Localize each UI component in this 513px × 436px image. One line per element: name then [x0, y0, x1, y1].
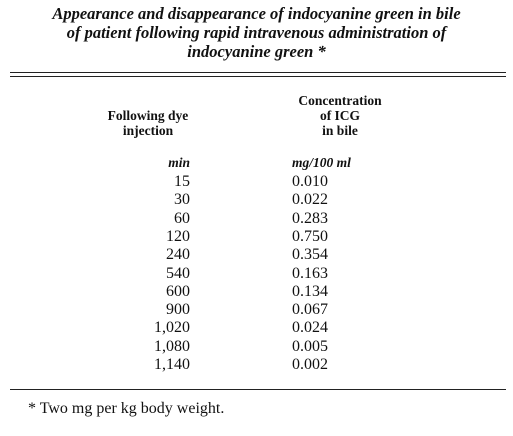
- cell: 0.163: [292, 264, 328, 282]
- cell: 0.283: [292, 209, 328, 227]
- title-line: Appearance and disappearance of indocyan…: [52, 4, 461, 23]
- unit: min: [168, 155, 190, 170]
- rule: [10, 76, 506, 77]
- cell: 240: [166, 246, 190, 264]
- cell: 0.750: [292, 227, 328, 245]
- cell: 0.022: [292, 191, 328, 209]
- rule: [10, 389, 506, 390]
- column-header: in bile: [322, 123, 358, 138]
- cell: 540: [166, 264, 190, 282]
- column-header: injection: [122, 123, 174, 138]
- cell: 600: [166, 282, 190, 300]
- unit: mg/100 ml: [292, 155, 351, 170]
- cell: 900: [166, 301, 190, 319]
- footnote: * Two mg per kg body weight.: [28, 400, 225, 417]
- column-header: Following dye: [107, 108, 189, 123]
- cell: 0.010: [292, 173, 328, 190]
- column-header: Concentration: [298, 93, 382, 108]
- rule: [10, 72, 506, 73]
- cell: 1,080: [154, 337, 190, 355]
- cell: 1,020: [154, 319, 190, 337]
- cell: 0.005: [292, 337, 328, 355]
- cell: 0.002: [292, 356, 328, 373]
- cell: 60: [174, 209, 190, 227]
- cell: 1,140: [154, 356, 190, 373]
- column-header: of ICG: [319, 108, 361, 123]
- cell: 15: [174, 173, 190, 190]
- cell: 0.354: [292, 246, 328, 264]
- title-line: indocyanine green *: [187, 42, 326, 61]
- cell: 120: [166, 227, 190, 245]
- cell: 0.067: [292, 301, 328, 319]
- cell: 0.134: [292, 282, 328, 300]
- cell: 0.024: [292, 319, 328, 337]
- cell: 30: [174, 191, 190, 209]
- title-line: of patient following rapid intravenous a…: [66, 23, 447, 42]
